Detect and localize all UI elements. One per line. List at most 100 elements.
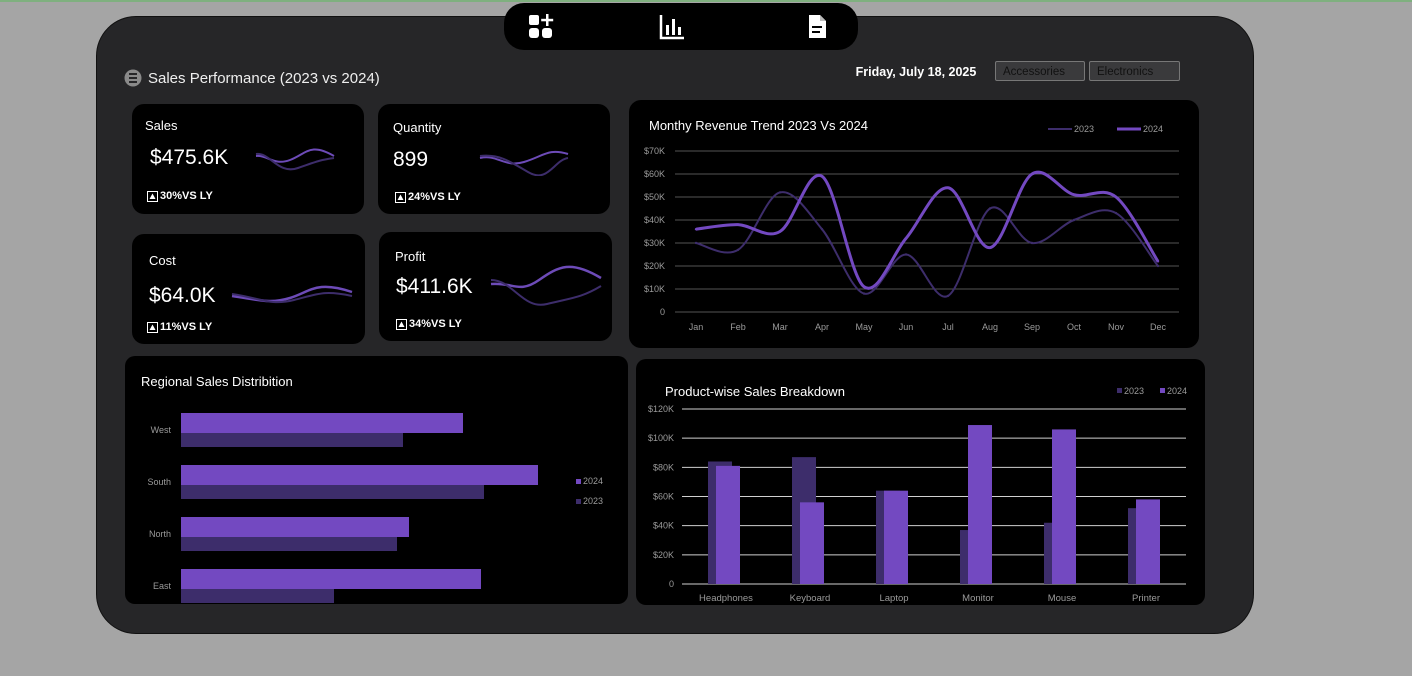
kpi-delta: 34%VS LY	[396, 318, 462, 330]
category-label: South	[147, 477, 171, 487]
up-arrow-icon	[147, 190, 158, 202]
kpi-label: Profit	[395, 249, 426, 264]
y-tick-label: $20K	[644, 261, 665, 271]
legend-label-2023: 2023	[1074, 124, 1094, 134]
bar-2024	[181, 413, 463, 433]
cost-sparkline	[231, 285, 353, 304]
legend-label-2023: 2023	[583, 496, 603, 506]
y-tick-label: $30K	[644, 238, 665, 248]
x-tick-label: Sep	[1024, 322, 1040, 332]
page-title-text: Sales Performance (2023 vs 2024)	[148, 69, 380, 87]
top-toolbar	[504, 3, 858, 50]
data-point-2024	[862, 285, 866, 288]
report-date: Friday, July 18, 2025	[855, 65, 977, 79]
kpi-label: Cost	[149, 253, 176, 268]
kpi-delta-text: 34%VS LY	[409, 318, 462, 330]
y-tick-label: $80K	[653, 462, 674, 472]
kpi-delta: 24%VS LY	[395, 191, 461, 203]
data-point-2023	[988, 207, 992, 210]
data-point-2024	[1030, 172, 1034, 176]
data-point-2023	[1072, 218, 1076, 222]
revenue-trend-card: Monthy Revenue Trend 2023 Vs 2024 0 $10K $…	[629, 100, 1199, 348]
kpi-delta: 30%VS LY	[147, 190, 213, 202]
category-label: West	[151, 425, 172, 435]
slicer-electronics[interactable]: Electronics	[1089, 61, 1180, 81]
data-point-2024	[1114, 195, 1118, 199]
revenue-trend-chart: 0 $10K $20K $30K $40K $50K $60K $70K Jan Feb Mar Ap…	[644, 124, 1179, 332]
data-point-2024	[736, 223, 740, 226]
x-tick-label: Mar	[772, 322, 788, 332]
y-tick-label: $70K	[644, 146, 665, 156]
y-tick-label: $100K	[648, 433, 674, 443]
x-tick-label: Jun	[899, 322, 914, 332]
series-line-2024	[695, 170, 1160, 290]
bar-2024	[181, 569, 481, 589]
y-tick-label: $10K	[644, 284, 665, 294]
dashboard-logo-icon	[124, 69, 142, 87]
bar-chart-icon[interactable]	[657, 12, 687, 42]
y-tick-label: 0	[660, 307, 665, 317]
data-point-2023	[736, 248, 740, 252]
kpi-value: $411.6K	[396, 275, 473, 298]
data-point-2024	[988, 246, 992, 249]
bar-2023	[181, 433, 403, 447]
x-tick-label: Printer	[1132, 593, 1160, 604]
y-tick-label: $60K	[644, 169, 665, 179]
x-tick-label: Apr	[815, 322, 829, 332]
regional-sales-title: Regional Sales Distribition	[141, 374, 293, 389]
data-point-2024	[820, 175, 824, 178]
add-widget-icon[interactable]	[526, 12, 556, 42]
data-point-2023	[946, 294, 950, 298]
bar-2024	[716, 465, 740, 584]
x-tick-label: Nov	[1108, 322, 1125, 332]
legend-swatch-2023	[1117, 388, 1122, 393]
quantity-sparkline	[479, 150, 569, 176]
kpi-delta: 11%VS LY	[147, 321, 212, 333]
data-point-2024	[904, 237, 908, 240]
bar-2023	[181, 537, 397, 551]
product-sales-title: Product-wise Sales Breakdown	[665, 384, 845, 399]
x-tick-label: Jul	[942, 322, 954, 332]
y-tick-label: $40K	[644, 215, 665, 225]
x-tick-label: Keyboard	[790, 593, 831, 604]
x-tick-label: Feb	[730, 322, 746, 332]
data-point-2023	[1156, 264, 1160, 268]
slicer-accessories[interactable]: Accessories	[995, 61, 1085, 81]
data-point-2023	[820, 228, 824, 231]
up-arrow-icon	[147, 321, 158, 333]
legend-label-2024: 2024	[1167, 386, 1187, 396]
x-tick-label: May	[855, 322, 873, 332]
revenue-trend-title: Monthy Revenue Trend 2023 Vs 2024	[649, 118, 868, 133]
y-tick-label: $50K	[644, 192, 665, 202]
data-point-2024	[694, 228, 698, 231]
y-tick-label: $20K	[653, 550, 674, 560]
document-icon[interactable]	[802, 12, 832, 42]
up-arrow-icon	[395, 191, 406, 203]
data-point-2024	[778, 230, 782, 233]
y-tick-label: $60K	[653, 492, 674, 502]
bar-2024	[1052, 429, 1076, 584]
x-tick-label: Dec	[1150, 322, 1167, 332]
up-arrow-icon	[396, 318, 407, 330]
legend-swatch-2024	[576, 479, 581, 484]
product-sales-card: Product-wise Sales Breakdown 0 $20K $40K $6…	[636, 359, 1205, 605]
y-tick-label: $40K	[653, 521, 674, 531]
category-label: North	[149, 529, 171, 539]
category-label: East	[153, 581, 172, 591]
window-top-border	[0, 0, 1412, 2]
kpi-card-cost: Cost $64.0K 11%VS LY	[132, 234, 365, 344]
data-point-2023	[694, 241, 698, 245]
product-sales-chart: 0 $20K $40K $60K $80K $100K $120K Headphones Key…	[648, 386, 1187, 604]
data-point-2024	[1156, 260, 1160, 263]
regional-sales-card: Regional Sales Distribition West South Nor…	[125, 356, 628, 604]
data-point-2023	[1114, 211, 1118, 215]
bar-2024	[968, 425, 992, 584]
x-tick-label: Aug	[982, 322, 998, 332]
x-tick-label: Jan	[689, 322, 704, 332]
kpi-card-quantity: Quantity 899 24%VS LY	[378, 104, 610, 214]
data-point-2023	[862, 292, 866, 295]
sales-sparkline	[255, 148, 335, 171]
bar-2023	[181, 485, 484, 499]
kpi-card-profit: Profit $411.6K 34%VS LY	[379, 232, 612, 341]
bar-2024	[181, 517, 409, 537]
